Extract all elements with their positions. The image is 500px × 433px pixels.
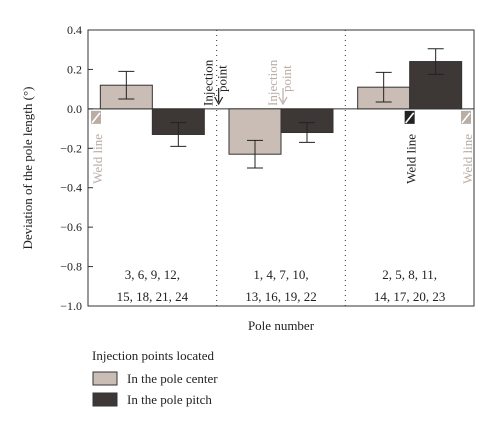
annotation-text: point: [215, 65, 230, 92]
category-label: 13, 16, 19, 22: [245, 289, 317, 304]
injection-arrow-head: [214, 96, 224, 106]
category-label: 15, 18, 21, 24: [117, 289, 189, 304]
legend: Injection points located In the pole cen…: [92, 348, 218, 407]
y-tick-label: 0.2: [67, 62, 82, 76]
weld-marker-hatch: [405, 112, 415, 124]
annotation-text: Weld line: [460, 134, 475, 184]
category-label: 3, 6, 9, 12,: [125, 267, 180, 282]
category-labels: 3, 6, 9, 12, 15, 18, 21, 24 1, 4, 7, 10, 13…: [117, 267, 446, 304]
legend-swatch-center: [92, 371, 118, 386]
weld-marker-hatch: [91, 112, 101, 124]
annotation-text: Injection: [265, 59, 280, 106]
x-axis-label: Pole number: [248, 318, 315, 333]
group-separators: [216, 30, 346, 306]
y-tick-label: −0.8: [60, 260, 82, 274]
y-tick-label: −1.0: [60, 299, 82, 313]
y-axis-label: Deviation of the pole length (°): [20, 87, 35, 250]
y-tick-label: −0.6: [60, 220, 82, 234]
y-tick-label: 0.4: [67, 23, 82, 37]
legend-label-center: In the pole center: [127, 371, 218, 386]
plot-frame: [87, 29, 475, 307]
category-label: 14, 17, 20, 23: [374, 289, 446, 304]
weld-marker-hatch: [461, 112, 471, 124]
legend-label-pitch: In the pole pitch: [127, 392, 212, 407]
y-tick-label: −0.2: [60, 141, 82, 155]
category-label: 1, 4, 7, 10,: [253, 267, 308, 282]
category-label: 2, 5, 8, 11,: [382, 267, 437, 282]
annotation-text: Weld line: [404, 134, 419, 184]
annotation-text: Weld line: [90, 134, 105, 184]
annotation-text: point: [279, 65, 294, 92]
y-tick-label: 0.0: [67, 102, 82, 116]
bars: [99, 61, 463, 155]
legend-title: Injection points located: [92, 348, 215, 363]
y-tick-label: −0.4: [60, 181, 82, 195]
error-bars: [118, 48, 444, 169]
legend-swatch-pitch: [92, 392, 118, 407]
injection-arrow-head: [278, 96, 288, 106]
annotation-text: Injection: [201, 59, 216, 106]
